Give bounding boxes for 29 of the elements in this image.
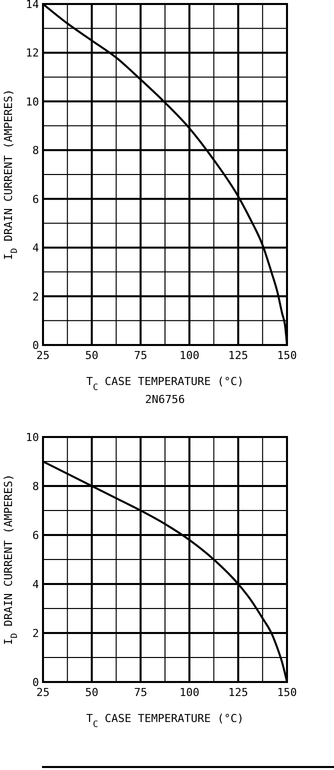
x-tick-label: 25 — [36, 349, 50, 362]
x-tick-label: 150 — [277, 349, 297, 362]
y-tick-label: 8 — [32, 144, 39, 158]
x-tick-label: 150 — [277, 686, 297, 699]
x-axis-title: T$_{C}$ CASE TEMPERATURE (°C) — [86, 375, 244, 393]
y-tick-label: 14 — [26, 0, 40, 11]
y-tick-label: 8 — [32, 480, 39, 493]
text: 2N6756 — [145, 393, 185, 406]
x-tick-label: 50 — [85, 686, 98, 699]
x-tick-label: 50 — [85, 349, 98, 362]
y-tick-label: 0 — [32, 676, 39, 689]
x-tick-label: 125 — [228, 349, 248, 362]
y-tick-label: 6 — [32, 529, 39, 542]
x-tick-label: 75 — [134, 349, 148, 362]
x-tick-label: 25 — [36, 686, 50, 699]
y-tick-label: 6 — [32, 192, 39, 206]
y-tick-label: 10 — [26, 95, 39, 108]
y-tick-label: 2 — [32, 290, 39, 304]
y-tick-label: 0 — [32, 339, 39, 352]
y-tick-label: 2 — [32, 627, 39, 640]
y-tick-label: 12 — [26, 46, 39, 60]
x-tick-label: 125 — [228, 686, 248, 699]
x-tick-label: 100 — [179, 349, 200, 362]
x-axis-title: T$_{C}$ CASE TEMPERATURE (°C) — [86, 712, 244, 730]
y-tick-label: 10 — [26, 431, 39, 444]
y-tick-label: 4 — [32, 578, 40, 591]
y-tick-label: 4 — [32, 242, 40, 255]
x-tick-label: 100 — [179, 686, 200, 699]
x-tick-label: 75 — [134, 686, 148, 699]
